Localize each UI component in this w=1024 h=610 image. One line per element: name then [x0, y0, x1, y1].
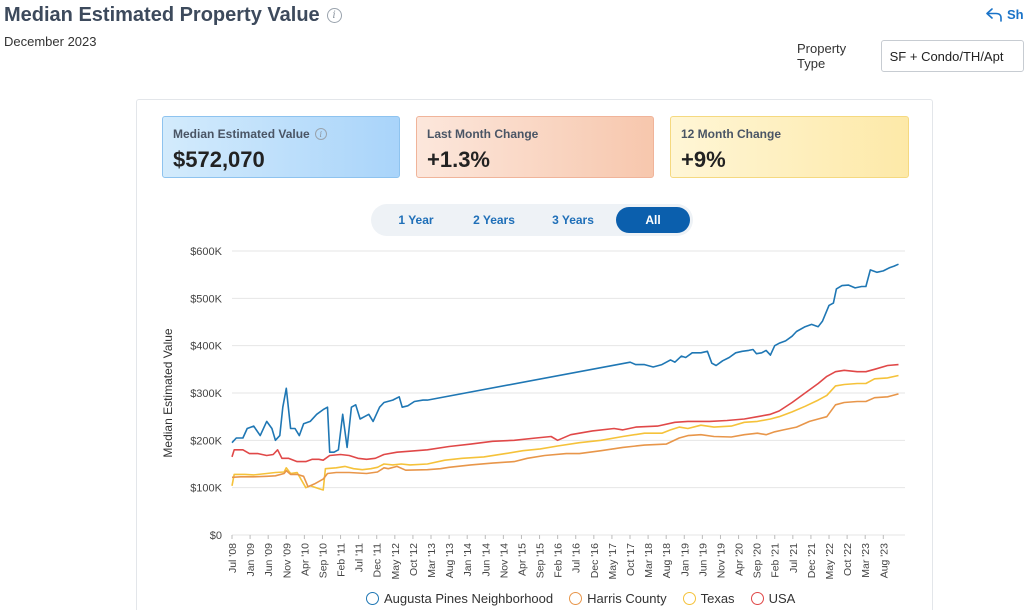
period-1-year[interactable]: 1 Year	[398, 213, 434, 227]
share-button[interactable]: Sh	[986, 7, 1024, 22]
share-label: Sh	[1007, 7, 1024, 22]
legend-swatch-augusta	[366, 592, 379, 605]
series-line-texas	[231, 374, 899, 491]
stat-12-month-change: 12 Month Change +9%	[670, 116, 909, 178]
y-tick-label: $300K	[190, 388, 222, 400]
x-tick-label: Dec '11	[372, 543, 384, 578]
x-tick-label: Dec '16	[589, 543, 601, 578]
legend-label-texas: Texas	[700, 591, 735, 606]
x-tick-label: Apr '10	[299, 543, 311, 576]
x-tick-label: Jan '19	[679, 543, 691, 577]
legend-item-augusta[interactable]: Augusta Pines Neighborhood	[366, 591, 553, 606]
series-line-harris	[231, 393, 899, 488]
x-tick-label: Sep '20	[752, 543, 764, 578]
chart-card: Median Estimated Value i $572,070 Last M…	[136, 99, 933, 610]
series-line-augusta	[231, 263, 899, 453]
x-tick-label: Nov '09	[281, 543, 293, 578]
property-type-select[interactable]: SF + Condo/TH/Apt	[880, 40, 1024, 72]
x-tick-label: May '12	[390, 543, 402, 580]
y-axis-label: Median Estimated Value	[161, 328, 175, 458]
x-tick-label: Feb '11	[336, 543, 348, 577]
legend-label-usa: USA	[768, 591, 796, 606]
x-tick-label: Apr '15	[516, 543, 528, 576]
period-selector: 1 Year 2 Years 3 Years All	[371, 204, 693, 236]
x-tick-label: Jun '14	[480, 543, 492, 577]
x-tick-label: Jul '16	[571, 543, 583, 573]
property-type-filter: Property Type SF + Condo/TH/Apt	[797, 40, 1024, 72]
x-tick-label: Sep '10	[317, 543, 329, 578]
info-icon[interactable]: i	[326, 8, 342, 23]
y-tick-label: $400K	[190, 341, 222, 353]
period-2-years[interactable]: 2 Years	[473, 213, 515, 227]
y-tick-label: $200K	[190, 435, 222, 447]
chart-legend: Augusta Pines Neighborhood Harris County…	[366, 591, 795, 606]
line-chart: $0 $100K $200K $300K $400K $500K $600K Jul '08 J…	[161, 246, 905, 580]
stat-median-value-text: $572,070	[173, 147, 265, 172]
x-tick-label: Aug '18	[661, 543, 673, 578]
y-tick-label: $600K	[190, 246, 222, 258]
page-title: Median Estimated Property Value i	[4, 4, 342, 27]
period-all[interactable]: All	[616, 207, 690, 233]
x-tick-label: Feb '21	[770, 543, 782, 578]
x-tick-label: Mar '18	[643, 543, 655, 578]
legend-swatch-texas	[682, 592, 696, 605]
stat-last-month-label: Last Month Change	[427, 127, 539, 141]
x-tick-label: Jul '08	[227, 543, 239, 573]
property-type-label: Property Type	[797, 41, 847, 71]
x-tick-label: Nov '19	[715, 543, 727, 578]
x-tick-label: Feb '16	[553, 543, 565, 578]
legend-item-usa[interactable]: USA	[750, 591, 796, 606]
share-icon	[986, 7, 1002, 22]
page-title-text: Median Estimated Property Value	[4, 4, 320, 26]
legend-swatch-usa	[750, 592, 764, 605]
x-tick-label: Jul '21	[788, 543, 800, 573]
property-type-value: SF + Condo/TH/Apt	[889, 48, 1004, 64]
info-icon[interactable]: i	[314, 128, 327, 140]
legend-item-harris[interactable]: Harris County	[569, 591, 667, 606]
stat-12-month-label: 12 Month Change	[681, 127, 782, 141]
x-tick-label: Aug '23	[878, 543, 890, 578]
x-tick-label: Jun '09	[263, 543, 275, 577]
x-tick-label: May '17	[607, 543, 619, 580]
x-tick-label: Oct '17	[625, 543, 637, 576]
legend-swatch-harris	[569, 592, 583, 605]
period-3-years[interactable]: 3 Years	[552, 213, 594, 227]
x-tick-label: Jan '09	[245, 543, 257, 577]
x-tick-label: Nov '14	[498, 543, 510, 578]
x-tick-label: Sep '15	[535, 543, 547, 578]
x-tick-label: Mar '13	[426, 543, 438, 578]
legend-label-harris: Harris County	[587, 591, 667, 606]
x-tick-label: Jan '14	[462, 543, 474, 577]
x-tick-label: May '22	[824, 543, 836, 580]
x-tick-label: Oct '12	[408, 543, 420, 576]
y-tick-label: $500K	[190, 293, 222, 305]
x-tick-label: Jun '19	[697, 543, 709, 577]
x-tick-label: Dec '21	[806, 543, 818, 578]
date-label: December 2023	[4, 34, 97, 49]
stat-label: Median Estimated Value i	[173, 127, 389, 141]
x-tick-label: Mar '23	[860, 543, 872, 578]
x-tick-label: Aug '13	[444, 543, 456, 578]
stat-last-month-value: +1.3%	[427, 147, 490, 172]
stat-median-value: Median Estimated Value i $572,070	[162, 116, 400, 178]
stat-median-label: Median Estimated Value	[173, 127, 310, 141]
y-tick-label: $100K	[190, 483, 222, 495]
legend-label-augusta: Augusta Pines Neighborhood	[384, 591, 554, 606]
stat-12-month-value: +9%	[681, 147, 726, 172]
x-tick-label: Oct '22	[842, 543, 854, 576]
x-tick-label: Jul '11	[354, 543, 366, 572]
x-tick-label: Apr '20	[734, 543, 746, 576]
legend-item-texas[interactable]: Texas	[682, 591, 735, 606]
stat-last-month-change: Last Month Change +1.3%	[416, 116, 654, 178]
series-line-usa	[231, 363, 899, 463]
y-tick-label: $0	[210, 530, 222, 542]
